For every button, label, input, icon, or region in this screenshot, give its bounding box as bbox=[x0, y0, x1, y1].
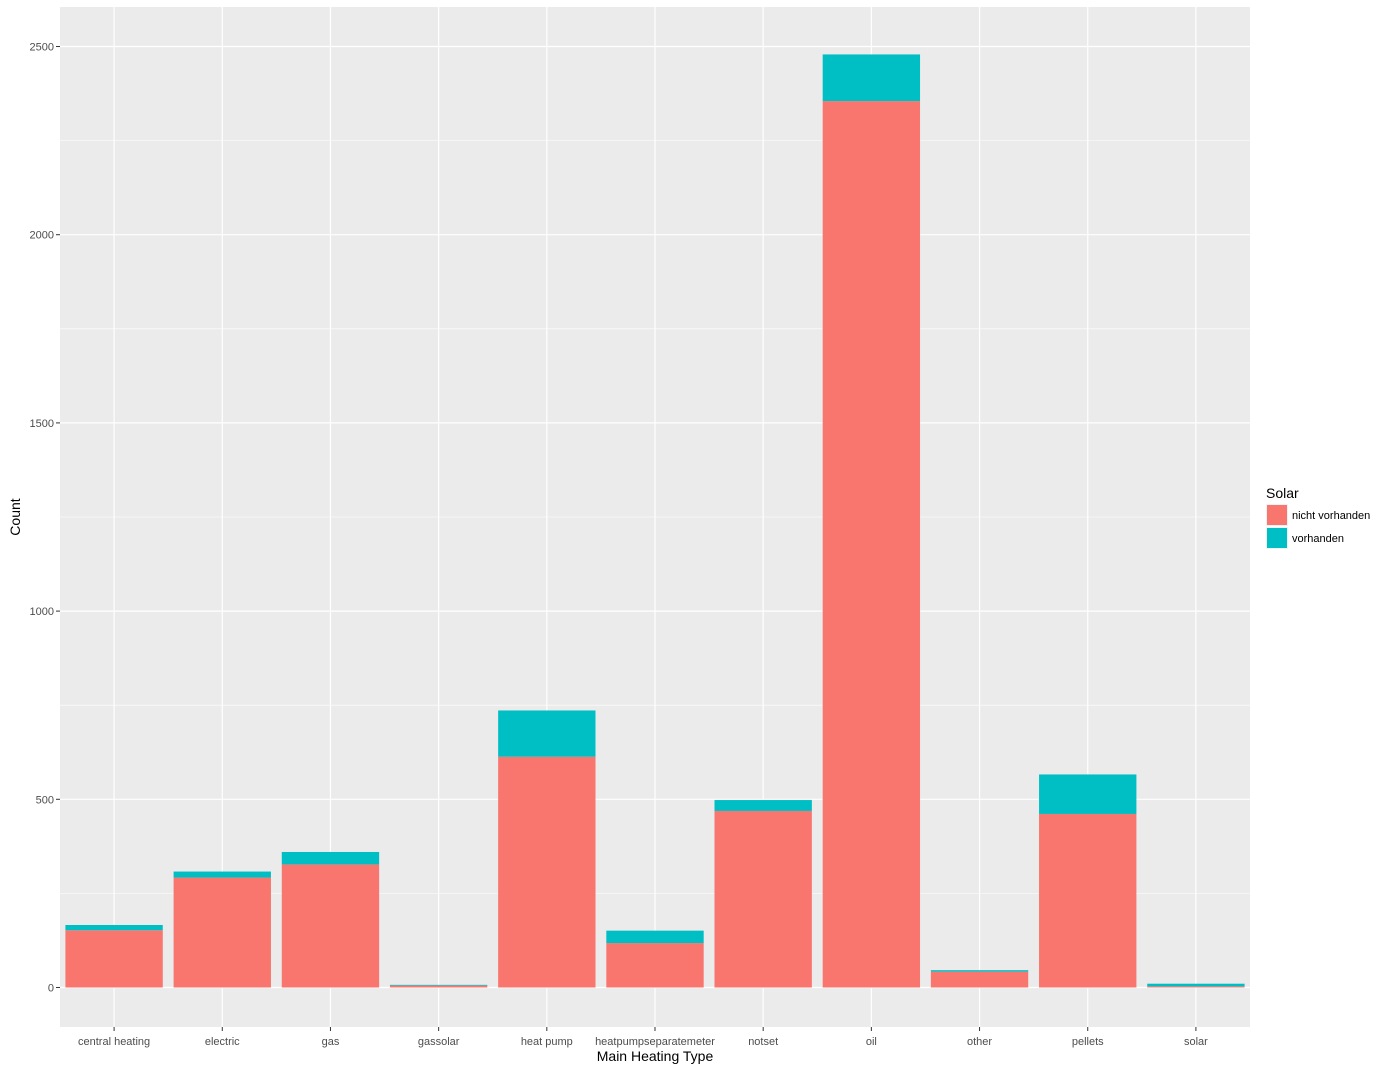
x-tick-label: electric bbox=[205, 1036, 240, 1048]
bar-nicht-vorhanden bbox=[389, 985, 488, 988]
legend-swatch bbox=[1267, 528, 1287, 548]
bar-vorhanden bbox=[1039, 774, 1137, 814]
bar-vorhanden bbox=[65, 925, 163, 931]
y-tick-label: 2500 bbox=[30, 42, 54, 54]
bar-vorhanden bbox=[281, 851, 380, 865]
bar-nicht-vorhanden bbox=[930, 971, 1029, 988]
bars bbox=[65, 54, 1245, 988]
x-axis: central heating electric gas gassolar heat p… bbox=[78, 1027, 1208, 1048]
y-tick-label: 1000 bbox=[30, 606, 54, 618]
x-tick-label: other bbox=[967, 1036, 992, 1048]
bar-vorhanden bbox=[714, 800, 812, 811]
y-axis: 0 500 1000 1500 2000 2500 bbox=[30, 42, 60, 994]
bar-nicht-vorhanden bbox=[714, 810, 812, 988]
bar-vorhanden bbox=[1147, 983, 1245, 987]
y-tick-label: 0 bbox=[48, 982, 54, 994]
bar-vorhanden bbox=[173, 871, 271, 878]
x-tick-label: pellets bbox=[1072, 1036, 1104, 1048]
bar-vorhanden bbox=[389, 984, 488, 986]
legend-label: vorhanden bbox=[1292, 533, 1344, 545]
bar-vorhanden bbox=[606, 930, 704, 944]
bar-nicht-vorhanden bbox=[1039, 813, 1137, 988]
legend: Solar nicht vorhanden vorhanden bbox=[1266, 485, 1370, 549]
x-tick-label: solar bbox=[1184, 1036, 1208, 1048]
bar-nicht-vorhanden bbox=[606, 943, 704, 988]
bar-nicht-vorhanden bbox=[65, 930, 163, 988]
legend-swatch bbox=[1267, 505, 1287, 525]
bar-nicht-vorhanden bbox=[822, 101, 921, 988]
legend-title: Solar bbox=[1266, 485, 1299, 501]
x-axis-title: Main Heating Type bbox=[597, 1048, 714, 1064]
bar-vorhanden bbox=[822, 54, 921, 102]
x-tick-label: notset bbox=[748, 1036, 778, 1048]
legend-label: nicht vorhanden bbox=[1292, 510, 1370, 522]
y-tick-label: 500 bbox=[36, 794, 54, 806]
x-tick-label: oil bbox=[866, 1036, 877, 1048]
x-tick-label: gassolar bbox=[418, 1036, 460, 1048]
x-tick-label: central heating bbox=[78, 1036, 150, 1048]
bar-nicht-vorhanden bbox=[498, 756, 596, 988]
bar-nicht-vorhanden bbox=[1147, 986, 1245, 988]
bar-nicht-vorhanden bbox=[281, 864, 380, 988]
bar-vorhanden bbox=[498, 710, 596, 757]
y-tick-label: 1500 bbox=[30, 418, 54, 430]
y-tick-label: 2000 bbox=[30, 230, 54, 242]
x-tick-label: heatpumpseparatemeter bbox=[595, 1036, 715, 1048]
bar-nicht-vorhanden bbox=[173, 877, 271, 988]
x-tick-label: gas bbox=[322, 1036, 340, 1048]
bar-vorhanden bbox=[930, 970, 1029, 972]
x-tick-label: heat pump bbox=[521, 1036, 573, 1048]
y-axis-title: Count bbox=[7, 498, 23, 535]
